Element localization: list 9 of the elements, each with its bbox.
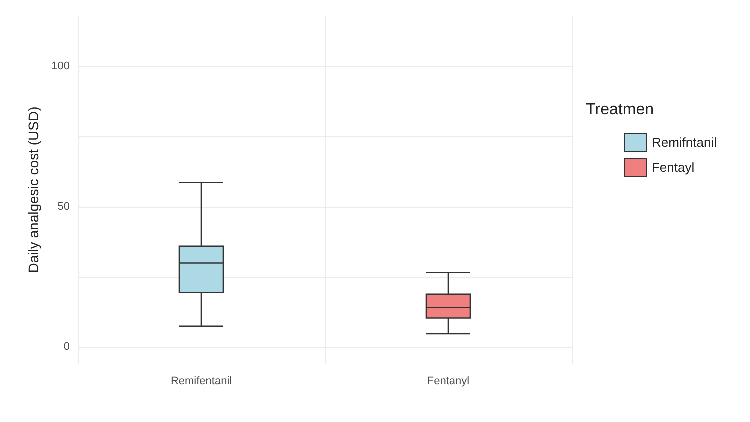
y-tick-label: 50 xyxy=(58,200,70,213)
y-tick-label: 100 xyxy=(52,60,70,73)
legend-title: Treatmen xyxy=(586,102,654,118)
legend-label: Fentayl xyxy=(652,160,695,175)
y-axis-title: Daily analgesic cost (USD) xyxy=(26,106,42,274)
y-tick-label: 0 xyxy=(64,341,70,354)
x-tick-label: Remifentanil xyxy=(170,376,232,388)
legend-label: Remifntanil xyxy=(652,135,718,150)
x-tick-label: Fentanyl xyxy=(427,376,470,388)
